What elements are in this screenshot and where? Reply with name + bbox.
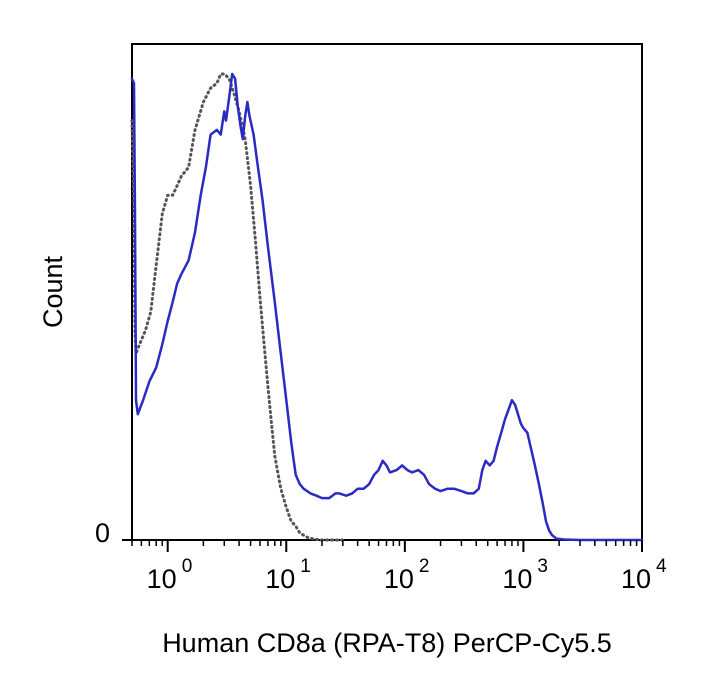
x-tick-label: 10 — [621, 564, 651, 594]
x-tick-label: 10 — [502, 564, 532, 594]
y-axis-title: Count — [38, 255, 68, 328]
x-tick-exponent: 3 — [537, 556, 548, 577]
data-layer — [130, 72, 644, 542]
x-tick-exponent: 0 — [182, 556, 193, 577]
x-tick-label: 10 — [384, 564, 414, 594]
x-tick-exponent: 4 — [656, 556, 667, 577]
y-tick-label: 0 — [95, 518, 110, 548]
x-tick-exponent: 2 — [419, 556, 430, 577]
series-line-solid — [130, 72, 644, 542]
x-tick-label: 10 — [147, 564, 177, 594]
tick-layer: 10 0 10 1 10 2 10 3 10 40 — [95, 518, 667, 594]
x-tick-label: 10 — [265, 564, 295, 594]
series-line-dotted — [130, 72, 345, 542]
x-axis-title: Human CD8a (RPA-T8) PerCP-Cy5.5 — [162, 628, 612, 658]
x-tick-exponent: 1 — [300, 556, 311, 577]
